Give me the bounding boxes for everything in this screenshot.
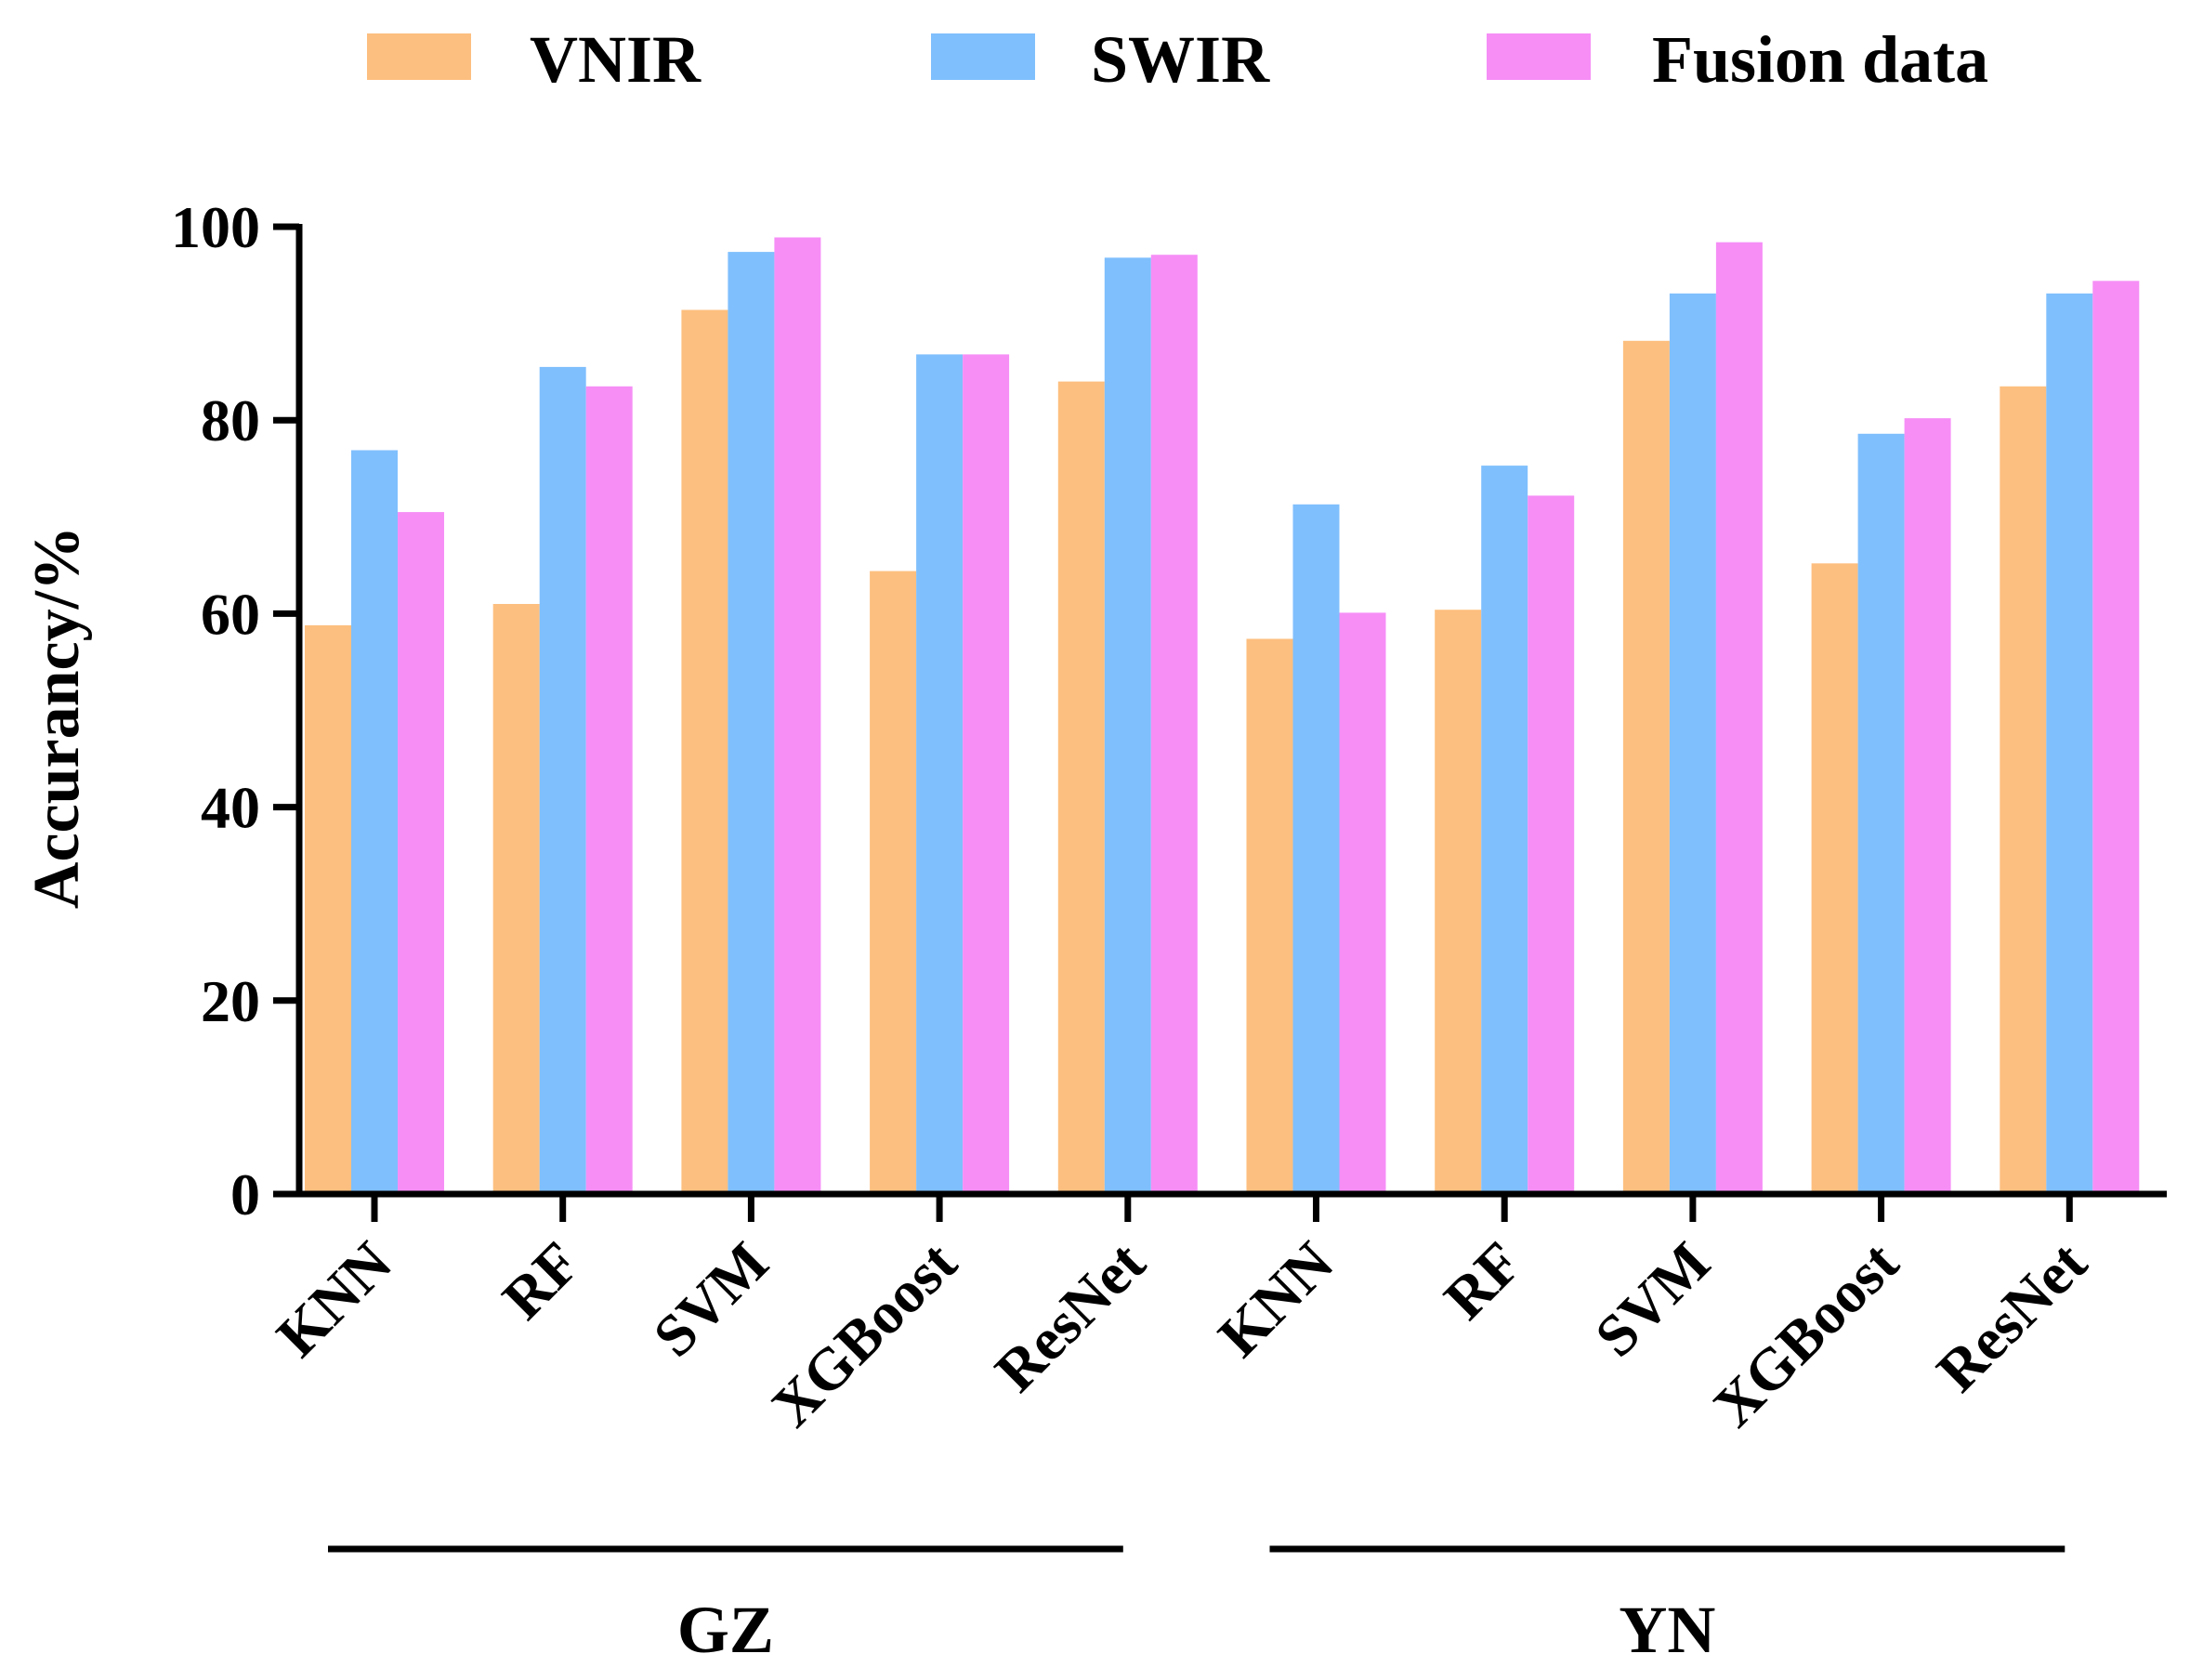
bar-vnir-4 bbox=[870, 571, 917, 1194]
bar-fusion-data-4 bbox=[963, 354, 1010, 1194]
bar-vnir-3 bbox=[681, 309, 728, 1194]
group-label: GZ bbox=[677, 1593, 774, 1667]
axes bbox=[295, 224, 2167, 1198]
y-tick-label: 0 bbox=[230, 1162, 260, 1227]
bar-fusion-data-1 bbox=[398, 512, 444, 1194]
legend-label-vnir: VNIR bbox=[530, 22, 702, 97]
bar-fusion-data-8 bbox=[1715, 242, 1763, 1195]
bar-fusion-data-2 bbox=[585, 386, 633, 1194]
bar-swir-10 bbox=[2046, 293, 2093, 1194]
bar-swir-5 bbox=[1104, 257, 1151, 1194]
bar-swir-8 bbox=[1669, 293, 1716, 1194]
x-tick-label: KNN bbox=[1206, 1229, 1346, 1370]
x-tick-label: XGBoost bbox=[1700, 1228, 1911, 1439]
bar-fusion-data-10 bbox=[2092, 281, 2140, 1194]
bar-vnir-1 bbox=[305, 624, 351, 1194]
x-tick-label: SVM bbox=[1582, 1229, 1723, 1370]
x-tick-label: SVM bbox=[641, 1229, 781, 1370]
bar-swir-9 bbox=[1857, 433, 1905, 1194]
x-tick-label: ResNet bbox=[982, 1228, 1158, 1404]
bar-fusion-data-7 bbox=[1528, 495, 1575, 1194]
group-label: YN bbox=[1619, 1593, 1715, 1667]
group-brackets: GZ YN bbox=[328, 1545, 2065, 1667]
x-tick-label: RF bbox=[1432, 1229, 1535, 1332]
y-axis-title: Accurancy/% bbox=[21, 526, 93, 909]
x-tick-label: RF bbox=[490, 1229, 593, 1332]
bar-swir-2 bbox=[539, 366, 586, 1194]
bar-vnir-5 bbox=[1057, 381, 1105, 1195]
bar-swir-4 bbox=[916, 354, 964, 1194]
bar-fusion-data-3 bbox=[774, 237, 821, 1194]
legend-swatch-swir bbox=[931, 33, 1035, 80]
bar-swir-6 bbox=[1292, 504, 1340, 1194]
bar-vnir-7 bbox=[1435, 610, 1482, 1194]
bar-vnir-10 bbox=[2000, 386, 2047, 1194]
legend-label-swir: SWIR bbox=[1091, 22, 1270, 97]
bar-fusion-data-5 bbox=[1150, 255, 1198, 1194]
y-tick-label: 80 bbox=[201, 387, 260, 453]
bar-swir-7 bbox=[1481, 466, 1528, 1195]
y-tick-label: 20 bbox=[201, 968, 260, 1034]
legend-label-fusion-data: Fusion data bbox=[1652, 22, 1988, 97]
bar-fusion-data-6 bbox=[1339, 612, 1386, 1194]
x-tick-label: ResNet bbox=[1924, 1228, 2100, 1404]
bar-fusion-data-9 bbox=[1904, 418, 1951, 1195]
bar-swir-1 bbox=[351, 450, 398, 1194]
bar-swir-3 bbox=[728, 252, 775, 1195]
legend: VNIR SWIR Fusion data bbox=[367, 22, 1988, 97]
bar-vnir-2 bbox=[492, 604, 540, 1194]
legend-swatch-fusion-data bbox=[1487, 33, 1591, 80]
x-tick-label: XGBoost bbox=[759, 1228, 970, 1439]
y-ticks: 0 20 40 60 80 100 bbox=[171, 194, 299, 1227]
bar-vnir-8 bbox=[1622, 340, 1670, 1194]
y-tick-label: 40 bbox=[201, 775, 260, 841]
bar-vnir-9 bbox=[1811, 563, 1858, 1194]
bar-vnir-6 bbox=[1246, 638, 1293, 1194]
y-tick-label: 100 bbox=[171, 194, 260, 260]
y-tick-label: 60 bbox=[201, 581, 260, 647]
legend-swatch-vnir bbox=[367, 33, 471, 80]
x-tick-label: KNN bbox=[264, 1229, 404, 1370]
bars bbox=[305, 237, 2140, 1195]
